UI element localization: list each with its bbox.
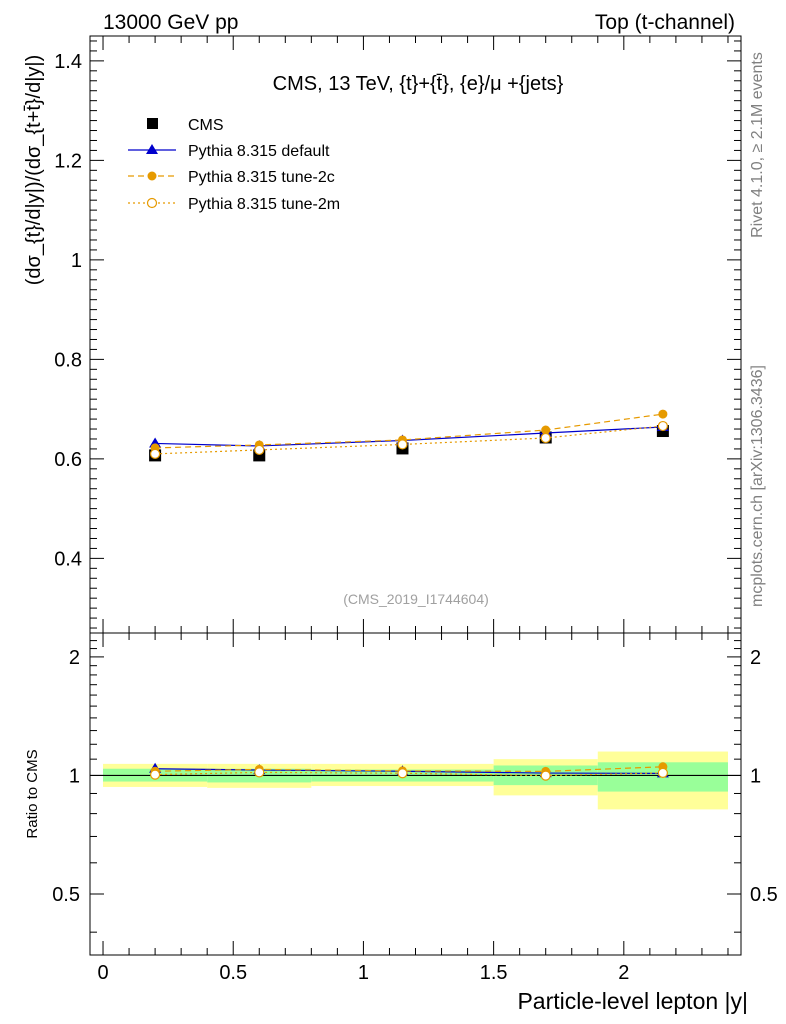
analysis-id: (CMS_2019_I1744604): [343, 591, 489, 607]
legend-tune-2m-marker: [146, 197, 158, 209]
ratio-y-tick-label-right: 1: [750, 765, 761, 787]
legend-cms-marker: [147, 118, 158, 129]
point-open-circle: [657, 767, 668, 779]
y-tick-label: 1.2: [54, 150, 82, 172]
point-open-circle: [657, 420, 668, 432]
process-label: Top (t-channel): [595, 11, 735, 34]
main-panel: CMS, 13 TeV, {t}+{t̄}, {e}/μ +{jets} (CM…: [23, 35, 742, 634]
legend-default-label: Pythia 8.315 default: [188, 143, 330, 160]
y-tick-label: 0.8: [54, 349, 82, 371]
point-open-circle: [397, 768, 408, 779]
legend-entry-cms: CMS: [147, 117, 224, 134]
ratio-y-tick-label-right: 2: [750, 647, 761, 669]
x-tick-label: 0: [97, 962, 108, 984]
energy-label: 13000 GeV pp: [103, 11, 238, 34]
x-tick-label: 2: [618, 962, 629, 984]
ratio-y-tick-label-right: 0.5: [750, 884, 778, 906]
legend-cms-label: CMS: [188, 117, 224, 134]
chart-title: CMS, 13 TeV, {t}+{t̄}, {e}/μ +{jets}: [273, 73, 564, 95]
legend-tune-2c-marker: [147, 171, 157, 181]
y-axis-label: (dσ_{t}/d|y|)/(dσ_{t+t̄}/d|y|): [23, 55, 45, 286]
legend-entry-tune-2c: Pythia 8.315 tune-2c: [128, 169, 335, 186]
legend-entry-default: Pythia 8.315 default: [128, 143, 330, 160]
point-circle: [541, 425, 551, 435]
point-open-circle: [254, 767, 265, 778]
x-tick-label: 0.5: [219, 962, 247, 984]
y-tick-label: 1: [71, 250, 82, 272]
x-tick-label: 1.5: [480, 962, 508, 984]
point-open-circle: [397, 439, 408, 450]
y-tick-label: 0.6: [54, 449, 82, 471]
series-line-2: [155, 425, 663, 455]
point-open-circle: [540, 432, 551, 444]
ratio-y-tick-label-left: 0.5: [52, 884, 80, 906]
y-tick-label: 0.4: [54, 548, 82, 570]
point-open-circle: [254, 444, 265, 456]
point-open-circle: [150, 769, 161, 780]
point-open-circle: [150, 448, 161, 459]
ratio-y-tick-label-left: 2: [69, 647, 80, 669]
y-tick-label: 1.4: [54, 51, 82, 73]
x-tick-label: 1: [358, 962, 369, 984]
ratio-axes: 0 0.5 1 1.5 2 0.5 0.5 1 1 2 2: [52, 633, 778, 984]
main-axes: 0.4 0.6 0.8 1 1.2 1.4: [54, 36, 741, 633]
legend-tune-2m-label: Pythia 8.315 tune-2m: [188, 196, 340, 213]
point-open-circle: [540, 770, 551, 781]
ratio-y-tick-label-left: 1: [69, 765, 80, 787]
legend-entry-tune-2m: Pythia 8.315 tune-2m: [128, 196, 340, 213]
legend-tune-2c-label: Pythia 8.315 tune-2c: [188, 169, 335, 186]
x-axis-label: Particle-level lepton |y|: [517, 988, 748, 1014]
ratio-series: [149, 762, 669, 781]
legend-default-marker: [146, 144, 158, 154]
series-line-0: [155, 426, 663, 447]
point-circle: [658, 409, 668, 419]
series-line-1: [155, 413, 663, 449]
rivet-version-label: Rivet 4.1.0, ≥ 2.1M events: [749, 52, 766, 238]
main-series: [149, 409, 669, 462]
ratio-panel: Ratio to CMS 0 0.5 1 1.5 2 0.5 0.5 1 1 2 2: [24, 632, 778, 984]
source-label: mcplots.cern.ch [arXiv:1306.3436]: [749, 365, 766, 607]
legend: CMS Pythia 8.315 default Pythia 8.315 tu…: [128, 117, 340, 213]
ratio-y-axis-label: Ratio to CMS: [24, 749, 41, 838]
ratio-bands: [103, 751, 728, 810]
